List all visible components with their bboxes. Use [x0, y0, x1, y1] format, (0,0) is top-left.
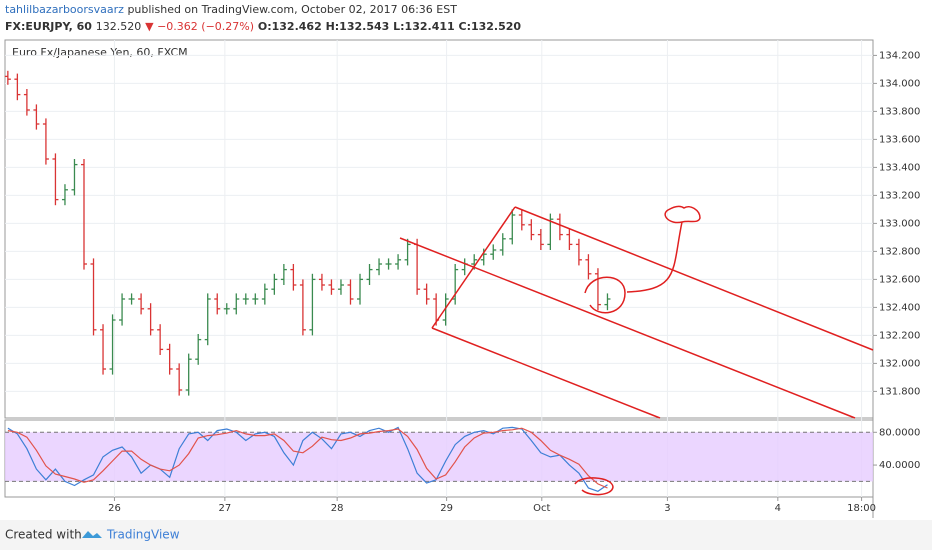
x-tick-label: 26 — [108, 503, 121, 514]
y-tick-label: 80.0000 — [879, 427, 920, 438]
y-tick-label: 134.000 — [879, 78, 920, 89]
x-tick-label: 3 — [664, 503, 670, 514]
author[interactable]: tahlilbazarboorsvaarz — [5, 3, 124, 16]
symbol: FX:EURJPY, 60 — [5, 20, 92, 33]
y-tick-label: 133.000 — [879, 218, 920, 229]
footer-bar — [0, 520, 932, 550]
y-tick-label: 133.600 — [879, 134, 920, 145]
y-tick-label: 40.0000 — [879, 460, 920, 471]
ohlc-open: O:132.462 — [258, 20, 322, 33]
x-tick-label: Oct — [533, 503, 550, 514]
ohlc-low: L:132.411 — [393, 20, 455, 33]
x-tick-label: 27 — [218, 503, 231, 514]
y-tick-label: 131.800 — [879, 386, 920, 397]
last: 132.520 — [96, 20, 142, 33]
footer-brand[interactable]: TradingView — [106, 528, 180, 542]
drawings — [399, 205, 874, 496]
pitchfork-median — [399, 237, 856, 419]
y-tick-label: 133.800 — [879, 106, 920, 117]
ohlc-close: C:132.520 — [459, 20, 522, 33]
pitchfork-lower — [431, 327, 661, 419]
y-tick-label: 133.200 — [879, 190, 920, 201]
y-tick-label: 132.400 — [879, 302, 920, 313]
x-tick-label: 29 — [440, 503, 453, 514]
y-tick-label: 132.800 — [879, 246, 920, 257]
change: ▼ −0.362 (−0.27%) — [145, 20, 254, 33]
y-tick-label: 133.400 — [879, 162, 920, 173]
y-tick-label: 132.000 — [879, 358, 920, 369]
y-tick-label: 132.200 — [879, 330, 920, 341]
arrow-head — [664, 205, 701, 224]
header-line2: FX:EURJPY, 60 132.520 ▼ −0.362 (−0.27%) … — [5, 20, 521, 33]
panel-title: Euro Fx/Japanese Yen, 60, FXCM — [12, 46, 188, 59]
logo — [82, 531, 102, 538]
x-tick-label: 4 — [775, 503, 781, 514]
y-tick-label: 132.600 — [879, 274, 920, 285]
header-line1: tahlilbazarboorsvaarz published on Tradi… — [5, 3, 457, 16]
x-tick-label: 18:00 — [847, 503, 876, 514]
footer-created: Created with — [5, 528, 82, 542]
arrow-curve — [626, 221, 683, 293]
y-tick-label: 134.200 — [879, 50, 920, 61]
circle-mark — [584, 276, 626, 314]
x-tick-label: 28 — [331, 503, 344, 514]
published: published on TradingView.com, October 02… — [127, 3, 457, 16]
stoch-circle — [574, 477, 614, 496]
marks: 131.800 132.000 132.200 132.400 132.600 132.8… — [4, 40, 920, 514]
stoch-line — [7, 426, 608, 492]
stoch-line — [7, 427, 608, 489]
pitchfork-upper — [514, 206, 874, 351]
ohlc-high: H:132.543 — [326, 20, 390, 33]
